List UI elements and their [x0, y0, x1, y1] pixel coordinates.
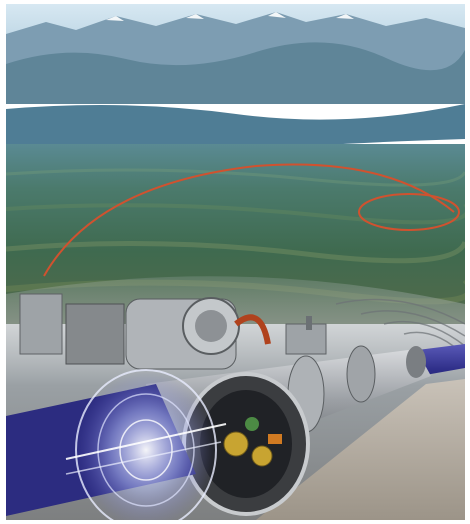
tunnel-floor	[256, 379, 465, 520]
foothills	[6, 42, 465, 104]
accelerator-scene	[6, 4, 465, 520]
cryo-equipment	[19, 293, 327, 370]
main-ring	[43, 163, 455, 277]
magnet-cross-section	[182, 372, 310, 516]
small-ring	[358, 193, 460, 231]
beam-chamber	[6, 369, 227, 520]
